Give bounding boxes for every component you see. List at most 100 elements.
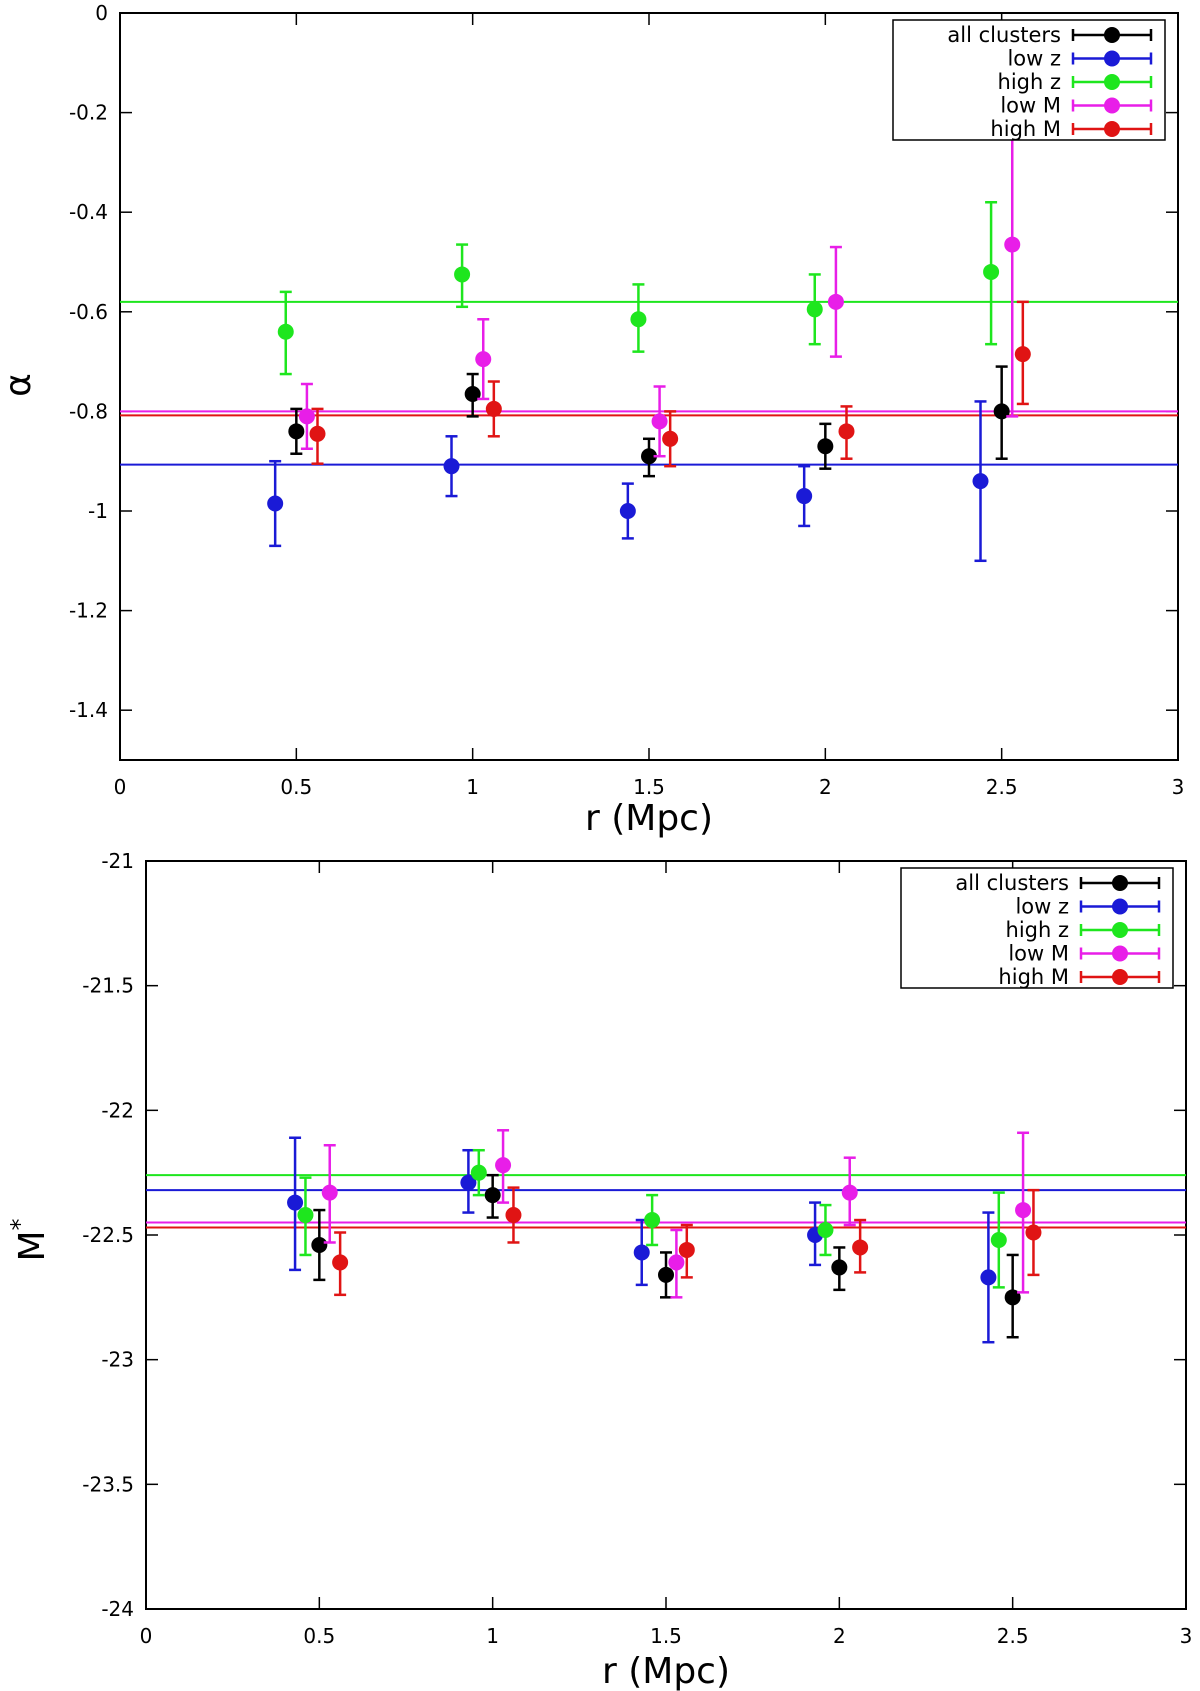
legend-label: high M [990, 117, 1061, 141]
series-high-z [297, 1148, 1007, 1289]
x-tick-label: 1.5 [650, 1624, 682, 1648]
data-point [658, 1266, 674, 1283]
data-point [641, 448, 657, 465]
data-point [838, 423, 855, 440]
legend-marker [1104, 74, 1120, 90]
y-tick-label: -1 [88, 499, 108, 523]
series-high-M [309, 300, 1031, 468]
y-tick-label: -1.2 [69, 599, 108, 623]
y-tick-label: -0.6 [69, 300, 108, 324]
legend-marker [1104, 50, 1120, 67]
x-tick-label: 3 [1172, 775, 1185, 799]
data-point [464, 385, 481, 402]
series-all-clusters [311, 1173, 1021, 1339]
y-tick-label: -1.4 [69, 698, 108, 722]
data-point [831, 1259, 848, 1276]
data-point [827, 293, 844, 310]
data-point [983, 263, 1000, 280]
legend-label: high M [998, 965, 1069, 989]
chart-panel-1: 0 0.5 1 1.5 2 2.5 3 0 -0.2 -0.4 -0.6 -0.8 -1 -1.2 -1.4… [0, 1, 1184, 839]
data-point [633, 1244, 650, 1261]
legend-marker [1112, 922, 1128, 938]
data-point [796, 488, 813, 505]
series-low-M [321, 1129, 1032, 1299]
x-tick-label: 3 [1180, 1624, 1193, 1648]
data-point [972, 473, 989, 490]
y-tick-label: 0 [95, 1, 108, 25]
legend-label: high z [1006, 918, 1069, 942]
data-point [1014, 346, 1031, 363]
y-axis-label-superscript: * [6, 1218, 34, 1230]
legend-marker [1104, 27, 1120, 43]
y-tick-label: -21 [101, 849, 134, 873]
data-point [1015, 1202, 1032, 1219]
data-point [668, 1254, 685, 1271]
data-point [332, 1254, 349, 1271]
x-tick-label: 2 [833, 1624, 846, 1648]
y-tick-label: -0.2 [69, 101, 108, 125]
data-point [460, 1174, 477, 1191]
data-point [841, 1184, 858, 1201]
legend-label: low M [1008, 942, 1069, 966]
y-tick-label: -0.8 [69, 399, 108, 423]
legend-label: low z [1007, 47, 1061, 71]
series-low-z [267, 400, 989, 563]
data-point [817, 438, 834, 455]
data-point [495, 1157, 512, 1174]
x-axis-label: r (Mpc) [585, 798, 713, 839]
x-tick-label: 0.5 [303, 1624, 335, 1648]
series-high-M [332, 1186, 1042, 1297]
data-point [505, 1207, 522, 1224]
x-tick-label: 2.5 [986, 775, 1018, 799]
x-tick-label: 1 [486, 1624, 499, 1648]
data-point [267, 495, 284, 512]
data-point [1025, 1224, 1042, 1241]
legend-marker [1112, 945, 1128, 962]
legend-label: all clusters [955, 871, 1069, 895]
x-tick-label: 1.5 [633, 775, 665, 799]
data-point [277, 323, 294, 340]
data-point [287, 1194, 304, 1211]
chart-panel-2: 0 0.5 1 1.5 2 2.5 3 -21 -21.5 -22 -22.5 -23 -23.5 -24… [6, 849, 1192, 1691]
series-low-z [287, 1136, 997, 1344]
data-point [678, 1241, 695, 1258]
legend-marker [1104, 121, 1120, 137]
x-tick-label: 0.5 [280, 775, 312, 799]
data-point [475, 351, 492, 368]
series-high-z [277, 200, 1000, 376]
data-point [980, 1269, 997, 1286]
y-tick-label: -0.4 [69, 200, 108, 224]
data-point [619, 503, 636, 519]
data-point [1004, 1289, 1021, 1306]
y-tick-label: -24 [101, 1597, 134, 1621]
data-point [644, 1212, 661, 1229]
data-point [990, 1231, 1007, 1248]
data-point [288, 423, 305, 440]
legend-label: high z [998, 70, 1061, 94]
x-tick-label: 2.5 [997, 1624, 1029, 1648]
x-tick-label: 0 [140, 1624, 153, 1648]
x-tick-label: 2 [819, 775, 832, 799]
data-point [443, 458, 460, 475]
series-all-clusters [288, 365, 1010, 478]
x-axis-label: r (Mpc) [602, 1651, 730, 1691]
data-point [651, 413, 668, 430]
y-tick-label: -22 [101, 1098, 134, 1122]
data-point [454, 266, 471, 283]
data-point [662, 430, 679, 447]
data-point [298, 408, 315, 425]
data-point [630, 311, 647, 328]
legend-label: low M [1000, 94, 1061, 118]
legend-label: all clusters [947, 23, 1061, 47]
y-tick-label: -22.5 [82, 1223, 134, 1247]
y-tick-label: -23.5 [82, 1472, 134, 1496]
x-tick-label: 0 [114, 775, 127, 799]
data-point [470, 1164, 487, 1181]
data-point [1004, 236, 1021, 253]
data-point [297, 1207, 314, 1224]
legend-label: low z [1015, 895, 1069, 919]
y-tick-label: -21.5 [82, 974, 134, 998]
